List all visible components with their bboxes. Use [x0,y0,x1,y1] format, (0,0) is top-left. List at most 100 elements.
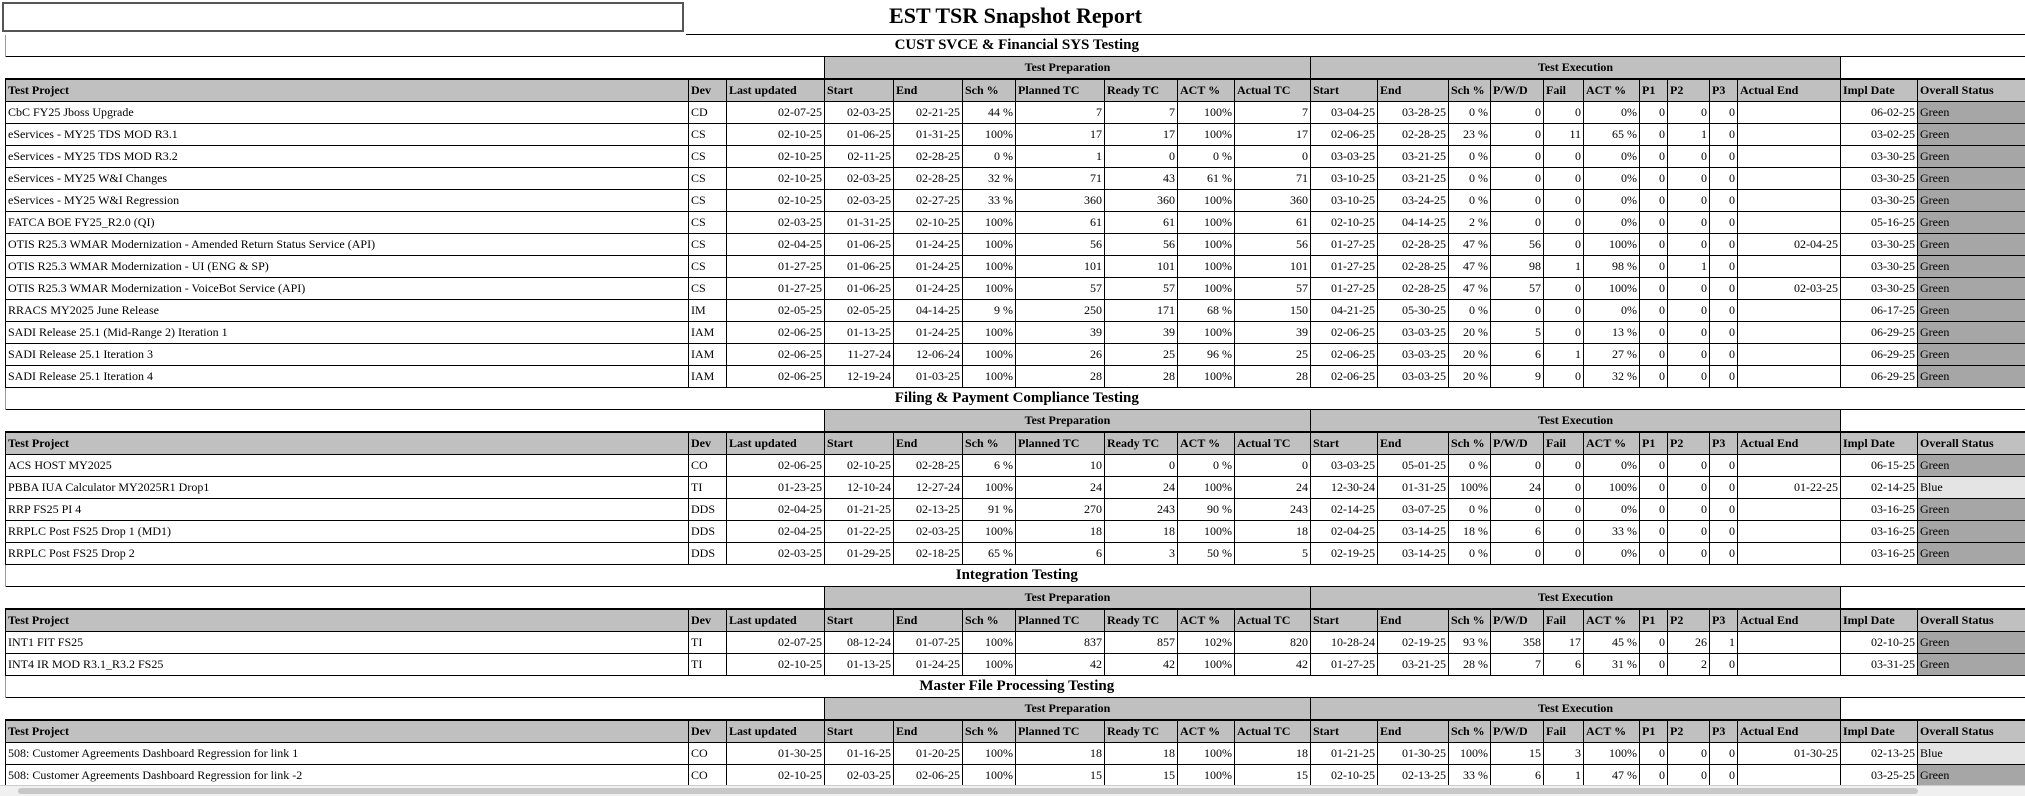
data-cell[interactable]: 56 [1015,233,1105,256]
data-cell[interactable]: 7 [1104,101,1178,124]
column-header[interactable]: Sch % [1448,431,1491,455]
data-cell[interactable]: 10-28-24 [1310,631,1378,654]
data-cell[interactable]: 39 [1104,321,1178,344]
data-cell[interactable]: 01-24-25 [893,255,963,278]
data-cell[interactable]: 0 [1543,498,1584,521]
project-name-cell[interactable]: INT4 IR MOD R3.1_R3.2 FS25 [5,653,689,676]
data-cell[interactable]: 0% [1583,498,1640,521]
data-cell[interactable]: 03-03-25 [1310,454,1378,477]
data-cell[interactable]: 03-28-25 [1377,101,1449,124]
data-cell[interactable]: 0 [1543,167,1584,190]
data-cell[interactable]: 1 [1543,343,1584,366]
column-header[interactable]: Fail [1543,78,1584,102]
data-cell[interactable]: 02-04-25 [726,520,825,543]
test-preparation-header[interactable]: Test Preparation [824,56,1311,80]
data-cell[interactable]: 01-31-25 [893,123,963,146]
data-cell[interactable]: 03-30-25 [1840,145,1918,168]
column-header[interactable]: ACT % [1583,608,1640,632]
column-header[interactable]: Sch % [962,431,1016,455]
data-cell[interactable]: 0 [1543,145,1584,168]
data-cell[interactable]: 6 [1015,542,1105,565]
blank-cell[interactable] [5,697,825,721]
data-cell[interactable]: 28 [1015,365,1105,388]
data-cell[interactable]: DDS [688,520,727,543]
data-cell[interactable]: 02-04-25 [726,233,825,256]
data-cell[interactable]: 02-10-25 [726,167,825,190]
data-cell[interactable]: 02-10-25 [726,123,825,146]
data-cell[interactable]: 56 [1104,233,1178,256]
data-cell[interactable]: 01-03-25 [893,365,963,388]
data-cell[interactable]: 47 % [1448,255,1491,278]
column-header[interactable]: Actual End [1737,431,1841,455]
data-cell[interactable]: 0 [1639,476,1668,499]
column-header[interactable]: ACT % [1583,719,1640,743]
data-cell[interactable]: 0 [1490,189,1544,212]
data-cell[interactable]: 01-20-25 [893,742,963,765]
data-cell[interactable]: 65 % [962,542,1016,565]
column-header[interactable]: P1 [1639,78,1668,102]
data-cell[interactable]: 857 [1104,631,1178,654]
data-cell[interactable]: 65 % [1583,123,1640,146]
data-cell[interactable]: 03-31-25 [1840,653,1918,676]
data-cell[interactable]: 04-21-25 [1310,299,1378,322]
project-name-cell[interactable]: RRP FS25 PI 4 [5,498,689,521]
column-header[interactable]: P3 [1709,608,1738,632]
data-cell[interactable]: 02-06-25 [726,343,825,366]
data-cell[interactable]: 5 [1490,321,1544,344]
column-header[interactable]: P3 [1709,431,1738,455]
data-cell[interactable]: 5 [1234,542,1311,565]
data-cell[interactable]: 01-07-25 [893,631,963,654]
status-cell[interactable]: Green [1916,764,2025,787]
data-cell[interactable]: 02-13-25 [1840,742,1918,765]
data-cell[interactable]: CS [688,277,727,300]
data-cell[interactable]: 100% [962,255,1016,278]
data-cell[interactable]: 03-30-25 [1840,277,1918,300]
blank-cell[interactable] [5,409,825,433]
data-cell[interactable]: 45 % [1583,631,1640,654]
data-cell[interactable]: 02-06-25 [726,365,825,388]
data-cell[interactable]: 0 [1639,653,1668,676]
data-cell[interactable]: TI [688,476,727,499]
data-cell[interactable]: 0 [1667,101,1710,124]
data-cell[interactable]: 42 [1104,653,1178,676]
test-execution-header[interactable]: Test Execution [1310,697,1841,721]
data-cell[interactable]: 1 [1543,255,1584,278]
column-header[interactable]: Test Project [5,608,689,632]
data-cell[interactable]: 0 [1667,321,1710,344]
data-cell[interactable]: 01-24-25 [893,277,963,300]
column-header[interactable]: P1 [1639,608,1668,632]
data-cell[interactable]: 02-28-25 [893,454,963,477]
data-cell[interactable]: 57 [1490,277,1544,300]
data-cell[interactable]: 18 % [1448,520,1491,543]
data-cell[interactable] [1737,101,1841,124]
data-cell[interactable]: 03-03-25 [1377,321,1449,344]
data-cell[interactable] [1737,343,1841,366]
column-header[interactable]: Actual End [1737,719,1841,743]
column-header[interactable]: Start [824,431,894,455]
data-cell[interactable]: 02-05-25 [726,299,825,322]
data-cell[interactable]: 23 % [1448,123,1491,146]
data-cell[interactable]: 0 [1709,233,1738,256]
column-header[interactable]: Planned TC [1015,78,1105,102]
data-cell[interactable] [1737,520,1841,543]
column-header[interactable]: Actual TC [1234,719,1311,743]
data-cell[interactable]: 05-30-25 [1377,299,1449,322]
data-cell[interactable]: 100% [962,631,1016,654]
data-cell[interactable]: 100% [1177,255,1235,278]
project-name-cell[interactable]: PBBA IUA Calculator MY2025R1 Drop1 [5,476,689,499]
column-header[interactable]: End [1377,431,1449,455]
data-cell[interactable]: 50 % [1177,542,1235,565]
status-cell[interactable]: Blue [1916,476,2025,499]
data-cell[interactable]: 1 [1667,255,1710,278]
status-cell[interactable]: Green [1916,299,2025,322]
data-cell[interactable]: 100% [962,365,1016,388]
data-cell[interactable]: 98 % [1583,255,1640,278]
data-cell[interactable]: 26 [1015,343,1105,366]
data-cell[interactable]: 18 [1234,520,1311,543]
column-header[interactable]: End [893,719,963,743]
data-cell[interactable]: 02-03-25 [726,211,825,234]
status-cell[interactable]: Green [1916,233,2025,256]
data-cell[interactable]: 02-04-25 [1737,233,1841,256]
data-cell[interactable]: 0 [1639,255,1668,278]
data-cell[interactable]: 01-21-25 [824,498,894,521]
